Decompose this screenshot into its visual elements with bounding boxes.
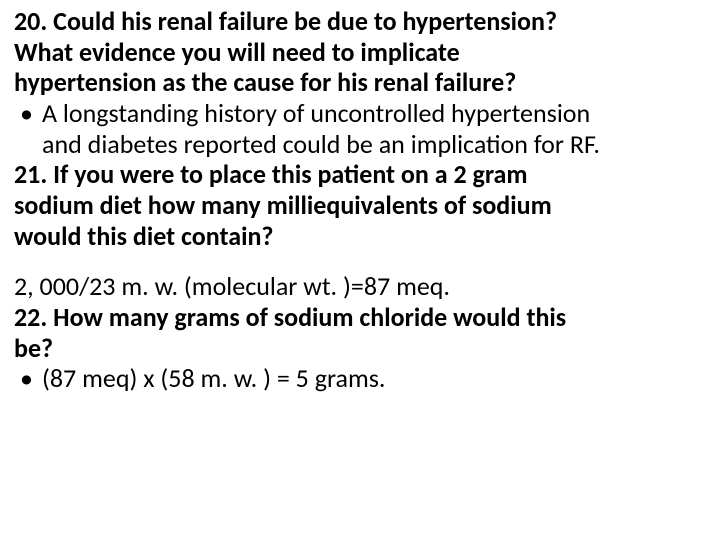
q21-question-line-2: sodium diet how many milliequivalents of… [14, 190, 706, 221]
spacer [14, 251, 706, 271]
q20-question-line-3: hypertension as the cause for his renal … [14, 67, 706, 98]
slide-content: 20. Could his renal failure be due to hy… [0, 0, 720, 540]
q20-question-line-2: What evidence you will need to implicate [14, 37, 706, 68]
q22-bullet: • (87 meq) x (58 m. w. ) = 5 grams. [14, 363, 706, 394]
q20-bullet-line-1: A longstanding history of uncontrolled h… [42, 98, 706, 129]
bullet-marker-icon: • [14, 98, 42, 159]
q21-question-line-3: would this diet contain? [14, 221, 706, 252]
q20-bullet-text: A longstanding history of uncontrolled h… [42, 98, 706, 159]
q22-question-line-1: 22. How many grams of sodium chloride wo… [14, 302, 706, 333]
q21-answer: 2, 000/23 m. w. (molecular wt. )=87 meq. [14, 271, 706, 302]
q22-bullet-line: (87 meq) x (58 m. w. ) = 5 grams. [42, 363, 706, 394]
q21-question-line-1: 21. If you were to place this patient on… [14, 159, 706, 190]
q22-bullet-text: (87 meq) x (58 m. w. ) = 5 grams. [42, 363, 706, 394]
bullet-marker-icon: • [14, 363, 42, 394]
q20-bullet: • A longstanding history of uncontrolled… [14, 98, 706, 159]
q20-bullet-line-2: and diabetes reported could be an implic… [42, 129, 706, 160]
q22-question-line-2: be? [14, 333, 706, 364]
q20-question-line-1: 20. Could his renal failure be due to hy… [14, 6, 706, 37]
